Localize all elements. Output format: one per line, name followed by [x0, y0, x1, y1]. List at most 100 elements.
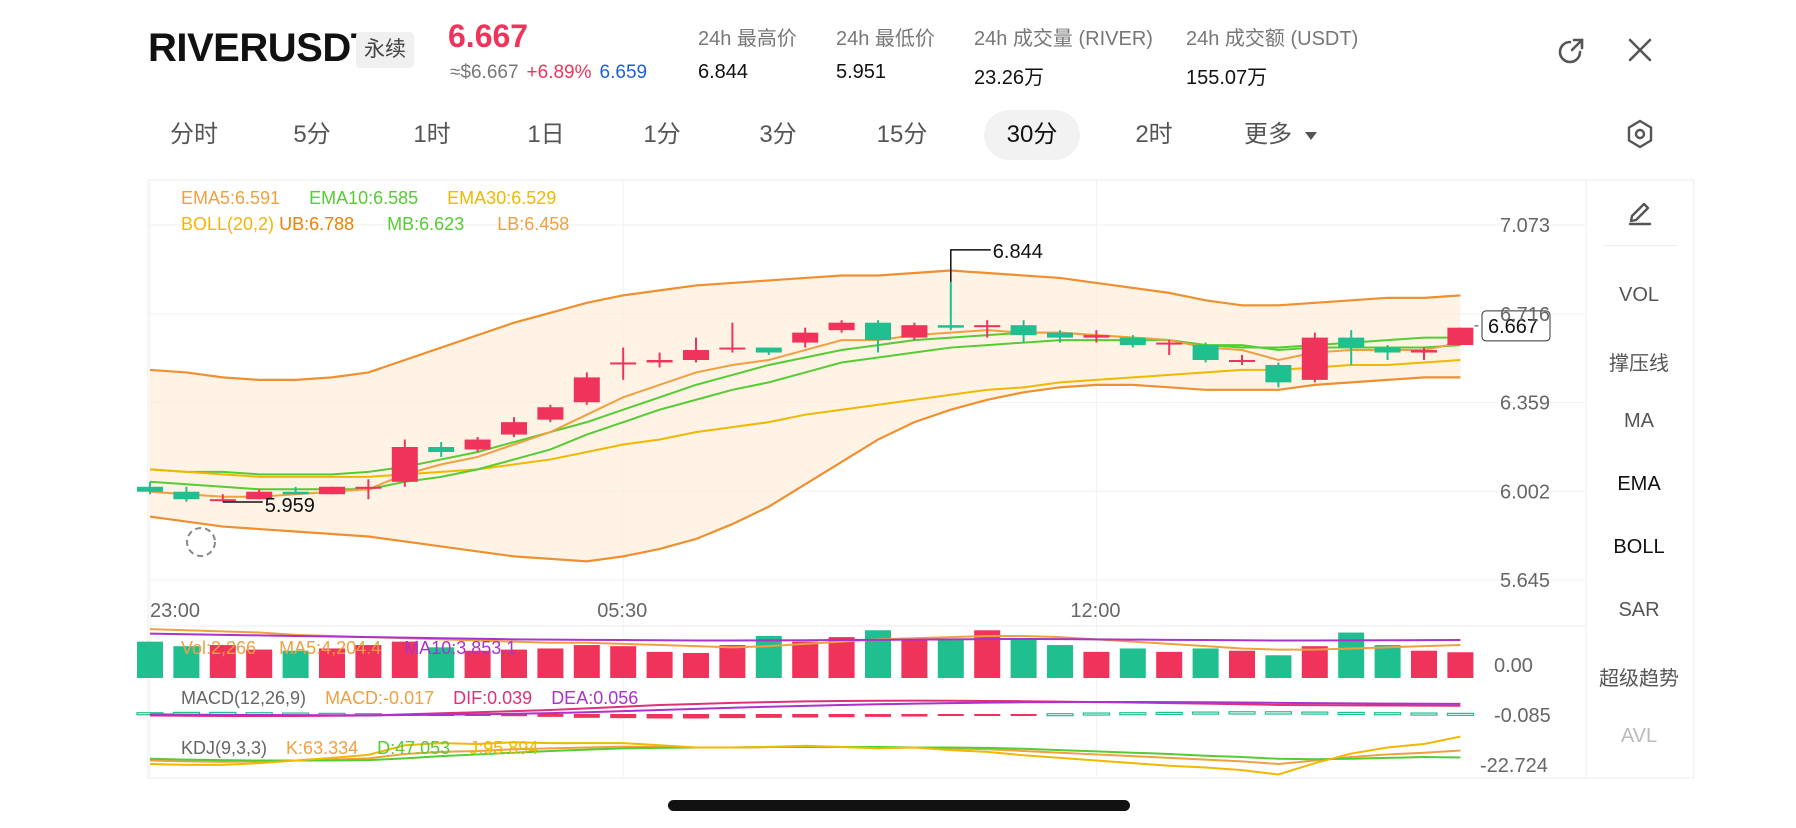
candle-body [1229, 359, 1255, 362]
chevron-down-icon [1304, 131, 1317, 140]
indicator-avl[interactable]: AVL [1620, 725, 1658, 747]
indicator-sar[interactable]: SAR [1618, 599, 1660, 621]
volume-bar [464, 650, 491, 678]
legend-kdj: KDJ(9,3,3) [181, 738, 268, 758]
volume-bar [865, 630, 891, 678]
high-marker-line [950, 249, 991, 282]
candle-body [1047, 332, 1073, 338]
legend-vol: Vol:2,266 [181, 638, 257, 658]
legend-d: D:47.053 [377, 738, 451, 758]
volume-bar [755, 635, 782, 678]
current-price-label: 6.667 [1488, 316, 1538, 338]
volume-bar [646, 651, 673, 678]
volume-bar [1192, 648, 1219, 678]
candle-body [1301, 337, 1328, 380]
volume-bar [209, 645, 236, 678]
macd-bar [683, 714, 709, 719]
macd-bar [1264, 711, 1293, 715]
price-sub-row: ≈$6.667 +6.89% 6.659 [450, 62, 655, 84]
candle-body [1447, 327, 1474, 346]
volume-bar [391, 641, 418, 678]
x-tick-label: 12:00 [1070, 600, 1120, 622]
ema-legend: EMA5:6.591 EMA10:6.585 EMA30:6.529 [181, 188, 556, 209]
symbol-title: RIVERUSDT [148, 26, 375, 70]
candle-body [937, 325, 964, 328]
legend-ema10: EMA10:6.585 [309, 188, 419, 208]
legend-ema30: EMA30:6.529 [447, 188, 557, 208]
draw-tool-icon[interactable] [1624, 194, 1656, 231]
volume-bar [937, 639, 964, 678]
candle-body [792, 332, 819, 343]
macd-bar [610, 714, 637, 719]
volume-bar [828, 637, 855, 678]
indicator-boll[interactable]: BOLL [1613, 536, 1665, 558]
j-line [149, 735, 1461, 776]
sidebar-frame [1585, 179, 1695, 779]
tab-timeframe[interactable]: 1日 [527, 121, 565, 148]
macd-bar [573, 714, 600, 718]
candle-body [573, 377, 600, 403]
tab-timeframe[interactable]: 3分 [759, 121, 797, 148]
candle-body [173, 491, 200, 500]
low-marker-label: 5.959 [265, 495, 315, 517]
share-icon[interactable] [1556, 34, 1588, 71]
settings-hexagon-icon[interactable] [1624, 118, 1656, 155]
boll-ub-line [149, 269, 1461, 381]
y-tick-label: 7.073 [1500, 215, 1550, 237]
tab-more[interactable]: 更多 [1244, 110, 1344, 160]
legend-macd-val: MACD:-0.017 [325, 688, 435, 708]
stat-value: 5.951 [836, 61, 887, 83]
tab-timeframe[interactable]: 5分 [293, 121, 331, 148]
indicator-vol[interactable]: VOL [1618, 284, 1660, 306]
tab-timeframe-active[interactable]: 30分 [984, 110, 1080, 160]
tab-timeframe[interactable]: 2时 [1135, 121, 1173, 148]
legend-dif: DIF:0.039 [453, 688, 533, 708]
y-tick-label: 6.002 [1500, 481, 1550, 503]
candle-body [1374, 347, 1401, 353]
legend-boll-lb: LB:6.458 [497, 214, 570, 234]
tab-timeframe[interactable]: 分时 [170, 121, 218, 148]
boll-legend: BOLL(20,2) UB:6.788 MB:6.623 LB:6.458 [181, 214, 569, 235]
stat-label: 24h 最高价 [698, 28, 797, 50]
macd-bar [1191, 711, 1220, 715]
tab-timeframe[interactable]: 1分 [643, 121, 681, 148]
indicator-supertrend[interactable]: 超级趋势 [1599, 668, 1679, 690]
volume-bar [1083, 651, 1110, 678]
candle-body [1338, 337, 1365, 348]
usd-price: ≈$6.667 [450, 62, 519, 83]
legend-j: J:95.894 [469, 738, 539, 758]
volume-bar [1411, 650, 1437, 678]
macd-bar [865, 714, 891, 717]
current-price-tag [1481, 310, 1551, 342]
y-tick-label: 6.716 [1500, 304, 1550, 326]
indicator-ma[interactable]: MA [1624, 410, 1654, 432]
legend-dea: DEA:0.056 [551, 688, 639, 708]
indicator-ema[interactable]: EMA [1617, 473, 1661, 495]
change-percent: +6.89% [526, 62, 592, 83]
tab-timeframe[interactable]: 1时 [413, 121, 451, 148]
macd-bar [1046, 713, 1074, 717]
close-icon[interactable] [1624, 34, 1656, 71]
candle-body [1156, 342, 1183, 345]
legend-vol-ma10: MA10:3,853.1 [404, 638, 517, 658]
indicator-support-resistance[interactable]: 撑压线 [1609, 353, 1669, 375]
candle-body [610, 362, 637, 365]
volume-bar [683, 653, 709, 678]
candle-body [901, 325, 928, 338]
stat-24h-turnover: 24h 成交额 (USDT) 155.07万 [1186, 22, 1358, 90]
visibility-toggle-icon [186, 527, 216, 557]
vol-ma10-line [149, 632, 1461, 642]
tab-timeframe[interactable]: 15分 [876, 121, 928, 148]
macd-axis-label: -0.085 [1494, 705, 1551, 727]
candle-body [464, 439, 491, 450]
candle-body [355, 486, 382, 489]
candle-body [537, 407, 564, 420]
volume-bar [1010, 638, 1037, 678]
stat-24h-volume: 24h 成交量 (RIVER) 23.26万 [974, 22, 1153, 90]
kdj-legend: KDJ(9,3,3) K:63.334 D:47.053 J:95.894 [181, 738, 538, 759]
volume-bar [173, 646, 200, 678]
x-tick-label: 23:00 [150, 600, 200, 622]
candle-body [1192, 345, 1219, 360]
volume-bar [428, 647, 455, 678]
